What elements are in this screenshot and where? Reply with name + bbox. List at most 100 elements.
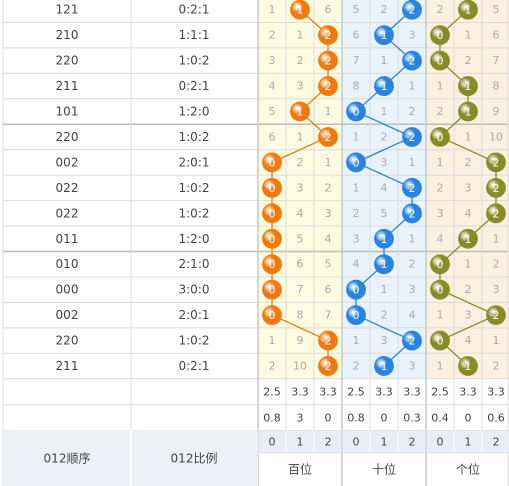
bai-miss-count: 5 [269,105,276,118]
ge-miss-count: 1 [437,360,444,373]
shi-ball [346,101,366,122]
digit-header-label: 1 [297,435,304,448]
ge-ball [430,50,450,71]
shi-miss-count: 2 [409,258,416,271]
ge-miss-count: 2 [437,3,444,16]
shi-ball-label: 0 [353,309,360,322]
shi-ball-label: 2 [409,207,416,220]
shi-miss-count: 1 [381,105,388,118]
bai-ball [318,25,338,46]
shi-ball [374,356,394,376]
shi-ball [402,0,422,20]
shi-ball [402,203,422,224]
order-cell: 002 [56,308,79,322]
bai-ball-label: 0 [269,156,276,169]
bai-miss-count: 6 [325,283,332,296]
order-cell: 010 [56,257,79,271]
shi-ball [402,127,422,147]
bai-miss-count: 2 [297,156,304,169]
stats-value: 0 [465,411,472,424]
ge-ball-label: 0 [437,284,444,297]
bai-ball [318,76,338,96]
shi-ball [346,305,366,326]
shi-miss-count: 1 [409,156,416,169]
ge-miss-count: 2 [493,360,500,373]
bai-ball [262,228,282,249]
shi-miss-count: 5 [353,3,360,16]
bai-ball-label: 2 [325,131,332,144]
ge-miss-count: 4 [465,334,472,347]
ratio-cell: 0:2:1 [179,79,210,93]
shi-miss-count: 1 [409,80,416,93]
ge-group-label: 个位 [456,461,480,476]
shi-miss-count: 7 [353,54,360,67]
ge-miss-count: 2 [465,283,472,296]
shi-ball-label: 0 [353,106,360,119]
ge-miss-count: 10 [489,130,503,143]
stats-value: 0 [325,411,332,424]
digit-header-cell [286,431,314,453]
digit-header-cell [398,431,426,453]
stats-value: 0.3 [403,411,421,424]
ge-ball [430,279,450,300]
bai-ball-label: 2 [325,80,332,93]
ge-miss-count: 3 [437,207,444,220]
ge-miss-count: 1 [465,258,472,271]
bai-miss-count: 1 [325,105,332,118]
shi-ball-label: 1 [381,80,388,93]
bai-miss-count: 2 [269,29,276,42]
shi-ball [346,279,366,300]
shi-miss-count: 2 [409,105,416,118]
ge-ball-label: 1 [465,233,472,246]
ge-miss-count: 7 [493,54,500,67]
bai-ball-label: 0 [269,258,276,271]
ratio-cell: 1:2:0 [179,105,210,119]
order-cell: 211 [56,79,79,93]
bai-miss-count: 1 [269,3,276,16]
stats-value: 2.5 [431,385,449,398]
shi-group-label: 十位 [372,461,396,476]
stats-value: 2.5 [263,385,281,398]
ge-ball [458,356,478,376]
bai-ball-label: 0 [269,207,276,220]
shi-ball-label: 1 [381,233,388,246]
ge-ball-label: 0 [437,131,444,144]
digit-header-label: 1 [465,435,472,448]
digit-header-label: 2 [409,435,416,448]
shi-ball [346,152,366,173]
bai-miss-count: 4 [325,232,332,245]
ge-ball [458,0,478,20]
bai-ball [262,177,282,198]
shi-miss-count: 1 [353,334,360,347]
shi-miss-count: 1 [353,130,360,143]
bai-ball-label: 2 [325,55,332,68]
bai-ball-label: 0 [269,284,276,297]
bai-ball-label: 1 [297,106,304,119]
order-cell: 022 [56,181,79,195]
order-cell: 101 [56,105,79,119]
ge-ball-label: 0 [437,55,444,68]
order-cell: 011 [56,232,79,246]
order-cell: 220 [56,54,79,68]
shi-miss-count: 4 [353,258,360,271]
shi-miss-count: 2 [353,360,360,373]
bai-ball [318,127,338,147]
digit-header-cell [342,431,370,453]
bai-miss-count: 8 [297,309,304,322]
ge-miss-count: 2 [437,181,444,194]
stats-value: 3.3 [487,385,505,398]
bai-miss-count: 1 [325,156,332,169]
stats-value: 0.6 [487,411,505,424]
ratio-cell: 2:0:1 [179,155,210,169]
bai-miss-count: 6 [297,258,304,271]
ratio-cell: 1:0:2 [179,206,210,220]
ge-ball [430,330,450,351]
shi-miss-count: 4 [381,181,388,194]
ge-miss-count: 5 [493,3,500,16]
digit-header-cell [370,431,398,453]
ge-ball [486,305,506,326]
shi-miss-count: 3 [409,360,416,373]
ge-miss-count: 1 [493,232,500,245]
bai-ball [318,50,338,71]
ge-ball-label: 0 [437,29,444,42]
